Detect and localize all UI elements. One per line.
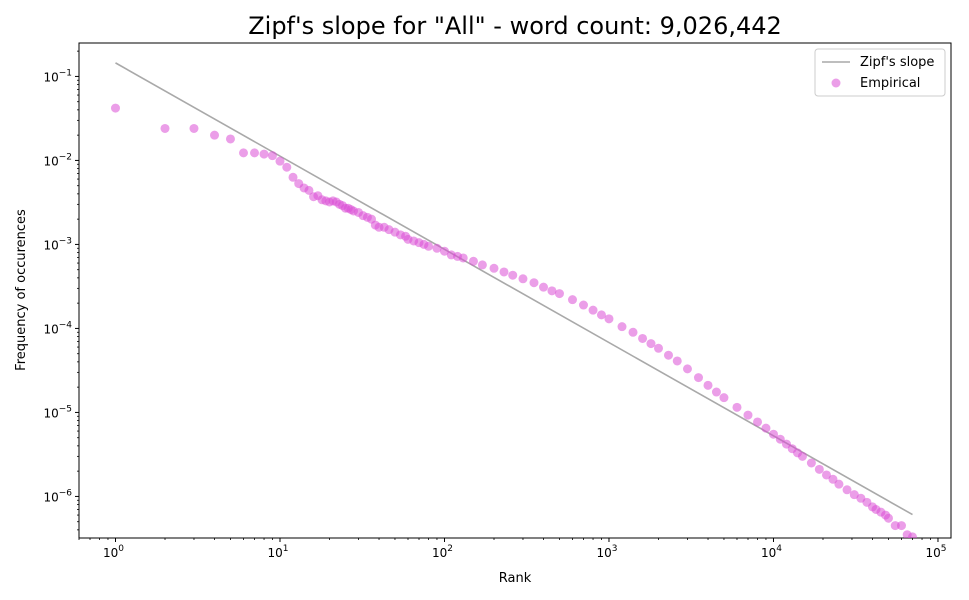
x-tick-label: 101 [267,544,288,560]
empirical-point [508,270,518,280]
empirical-point [160,123,170,133]
empirical-point [743,410,753,420]
empirical-point [518,274,528,284]
empirical-point [596,310,606,320]
x-tick-label: 104 [761,544,782,560]
empirical-point [304,185,314,195]
empirical-point [288,172,298,182]
empirical-point [890,521,900,531]
empirical-point [189,123,199,133]
y-tick-label: 10−6 [43,488,72,504]
empirical-point [250,148,260,158]
empirical-point [703,380,713,390]
x-tick-label: 100 [103,544,124,560]
empirical-point [682,364,692,374]
empirical-point [579,300,589,310]
empirical-point [238,148,248,158]
empirical-point [225,134,235,144]
empirical-point [654,343,664,353]
empirical-point [477,260,487,270]
y-tick-label: 10−3 [43,236,72,252]
legend-label-zipf-slope: Zipf's slope [860,55,934,70]
empirical-point [883,513,893,523]
legend: Zipf's slope Empirical [814,48,946,97]
empirical-point [896,521,906,531]
empirical-point [828,474,838,484]
empirical-point [604,314,614,324]
y-tick-label: 10−2 [43,152,72,168]
legend-label-empirical: Empirical [860,76,920,91]
empirical-point [275,156,285,166]
y-tick-label: 10−4 [43,320,72,336]
y-axis-label: Frequency of occurences [14,209,29,371]
empirical-point [814,464,824,474]
empirical-point [210,130,220,140]
legend-box [814,48,946,97]
plot-area-frame [78,42,952,539]
x-tick-label: 105 [925,544,946,560]
empirical-point [768,429,778,439]
empirical-point [907,532,917,538]
x-tick-label: 103 [596,544,617,560]
y-tick-label: 10−5 [43,404,72,420]
empirical-point [628,327,638,337]
empirical-point [588,305,598,315]
empirical-point [539,282,549,292]
empirical-point [775,434,785,444]
y-tick-label: 10−1 [43,68,72,84]
y-axis: 10−6 10−5 10−4 10−3 10−2 10−1 [43,50,79,531]
empirical-point [567,295,577,305]
empirical-point [267,151,277,161]
empirical-point [646,339,656,349]
empirical-point [617,322,627,332]
empirical-point [672,356,682,366]
empirical-point [439,246,449,256]
empirical-point [638,333,648,343]
empirical-point [554,289,564,299]
empirical-point [821,470,831,480]
legend-swatch-empirical [831,78,841,88]
empirical-point [432,243,442,253]
empirical-point [753,417,763,427]
empirical-point [834,479,844,489]
empirical-point [529,278,539,288]
empirical-point [110,103,120,113]
empirical-point [849,490,859,500]
empirical-point [732,402,742,412]
empirical-point [458,253,468,263]
empirical-point [489,263,499,273]
empirical-point [693,373,703,383]
empirical-point [282,162,292,172]
empirical-point [842,485,852,495]
empirical-point [711,387,721,397]
x-axis: 100 101 102 103 104 105 [78,538,946,560]
empirical-point [547,286,557,296]
empirical-point [806,458,816,468]
chart-title: Zipf's slope for "All" - word count: 9,0… [248,12,782,40]
empirical-point [424,241,434,251]
plot-area [110,62,917,538]
empirical-point [663,350,673,360]
empirical-point [468,256,478,266]
x-axis-label: Rank [499,571,532,586]
empirical-point [761,423,771,433]
empirical-point [499,267,509,277]
x-tick-label: 102 [432,544,453,560]
empirical-point [259,149,269,159]
empirical-point [797,451,807,461]
empirical-point [719,393,729,403]
